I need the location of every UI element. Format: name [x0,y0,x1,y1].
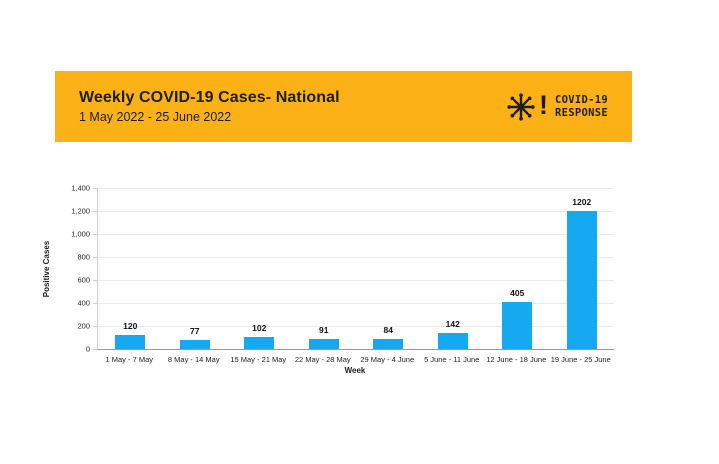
gridline-600 [98,280,614,281]
y-tick-label: 0 [85,344,90,354]
x-tick-label: 8 May - 14 May [167,355,220,364]
logo-text: COVID-19 RESPONSE [555,94,608,118]
y-tick-mark [93,257,97,258]
bar-value-label: 77 [190,326,200,337]
exclamation-glyph: ! [539,90,549,120]
bar-19 June - 25 June [566,210,597,349]
x-tick-label: 1 May - 7 May [105,355,154,364]
bar-12 June - 18 June [502,302,533,349]
y-axis-title: Positive Cases [42,240,51,297]
bar-1 May - 7 May [115,335,146,349]
virus-burst-icon [507,92,535,121]
bar-29 May - 4 June [373,339,404,349]
x-tick-label: 12 June - 18 June [486,355,547,364]
y-tick-label: 800 [77,252,90,262]
plot-area: 120 77 102 91 84 142 405 1202 [97,188,614,350]
y-tick-mark [93,326,97,327]
bar-22 May - 28 May [308,338,339,349]
x-axis-title: Week [344,366,366,375]
logo-text-line1: COVID-19 [555,94,608,107]
y-tick-label: 600 [77,275,90,285]
y-tick-label: 400 [77,298,90,308]
date-range-subtitle: 1 May 2022 - 25 June 2022 [79,110,232,124]
x-tick-label: 15 May - 21 May [230,355,287,364]
y-tick-label: 200 [77,321,90,331]
gridline-400 [98,303,614,304]
header-banner: Weekly COVID-19 Cases- National 1 May 20… [55,71,632,142]
x-tick-label: 5 June - 11 June [424,355,480,364]
header-titles: Weekly COVID-19 Cases- National 1 May 20… [79,89,340,124]
y-tick-label: 1,400 [71,183,90,193]
page-title: Weekly COVID-19 Cases- National [79,89,340,106]
gridline-200 [98,326,614,327]
y-tick-mark [93,234,97,235]
bar-value-label: 1202 [572,196,592,207]
y-tick-label: 1,200 [71,206,90,216]
bar-value-label: 405 [510,288,525,299]
x-tick-label: 22 May - 28 May [294,355,351,364]
gridline-800 [98,257,614,258]
x-tick-label: 29 May - 4 June [360,355,415,364]
weekly-cases-bar-chart: Positive Cases 120 77 102 91 84 142 405 1202 0 2… [0,150,719,390]
bar-8 May - 14 May [179,340,210,349]
y-tick-mark [93,280,97,281]
x-tick-label: 19 June - 25 June [550,355,611,364]
y-tick-mark [93,188,97,189]
logo-text-line2: RESPONSE [555,106,608,119]
gridline-1,400 [98,188,614,189]
bar-5 June - 11 June [437,332,468,349]
gridline-1,200 [98,211,614,212]
gridline-1,000 [98,234,614,235]
bar-15 May - 21 May [244,337,275,349]
bar-value-label: 120 [123,321,138,332]
y-tick-mark [93,349,97,350]
logo-glyphs: ! [506,92,548,122]
y-tick-mark [93,303,97,304]
y-tick-label: 1,000 [71,229,90,239]
bar-value-label: 142 [445,318,460,329]
bar-value-label: 91 [319,324,329,335]
bar-value-label: 102 [252,323,267,334]
y-tick-mark [93,211,97,212]
covid19-response-logo: ! COVID-19 RESPONSE [506,92,608,122]
bar-value-label: 84 [383,325,393,336]
